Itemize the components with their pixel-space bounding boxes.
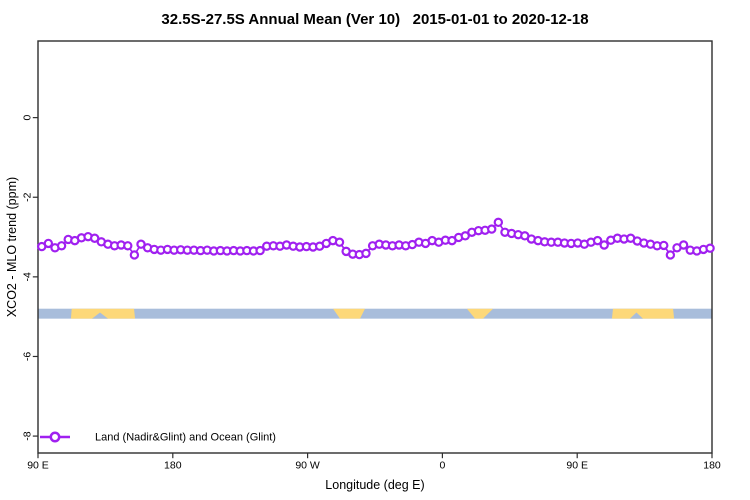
y-tick-label: -2 bbox=[22, 192, 34, 201]
data-point-marker bbox=[361, 248, 371, 259]
data-point-marker bbox=[123, 241, 133, 251]
data-series bbox=[37, 217, 715, 260]
x-tick-label: 180 bbox=[164, 460, 182, 472]
ocean-notch bbox=[92, 312, 108, 319]
data-point-marker bbox=[255, 245, 265, 256]
chart-title: 32.5S-27.5S Annual Mean (Ver 10) 2015-01… bbox=[161, 11, 589, 28]
y-tick-label: -8 bbox=[22, 431, 34, 440]
x-axis-label: Longitude (deg E) bbox=[325, 478, 424, 492]
legend-marker-icon bbox=[49, 431, 61, 443]
land-segment bbox=[70, 308, 136, 319]
data-point-marker bbox=[334, 237, 345, 247]
land-ocean-band bbox=[38, 308, 712, 319]
x-tick-label: 180 bbox=[703, 460, 721, 472]
data-point-marker bbox=[678, 240, 689, 250]
legend-label: Land (Nadir&Glint) and Ocean (Glint) bbox=[95, 432, 276, 444]
data-point-marker bbox=[705, 243, 715, 253]
x-tick-label: 0 bbox=[439, 460, 445, 472]
axes: 90 E 180 90 W 0 90 E 180 0 -2 -4 -6 -8 bbox=[22, 115, 721, 472]
land-segment bbox=[611, 308, 675, 319]
legend: Land (Nadir&Glint) and Ocean (Glint) bbox=[40, 432, 276, 444]
y-axis-label: XCO2 - MLO trend (ppm) bbox=[5, 177, 19, 317]
land-segment bbox=[466, 308, 494, 319]
data-point-marker bbox=[599, 240, 609, 250]
data-point-marker bbox=[56, 241, 67, 251]
y-tick-label: -6 bbox=[22, 352, 34, 361]
ocean-band bbox=[38, 308, 712, 319]
x-tick-label: 90 E bbox=[27, 460, 49, 472]
data-point-marker bbox=[659, 240, 669, 251]
data-point-marker bbox=[592, 235, 603, 246]
x-tick-label: 90 W bbox=[295, 460, 320, 472]
data-point-marker bbox=[43, 238, 54, 249]
y-tick-label: -4 bbox=[22, 272, 34, 281]
land-segment bbox=[333, 308, 365, 319]
data-point-marker bbox=[129, 250, 140, 260]
x-tick-label: 90 E bbox=[566, 460, 588, 472]
data-point-marker bbox=[487, 224, 497, 234]
y-tick-label: 0 bbox=[22, 115, 34, 121]
data-point-marker bbox=[493, 217, 504, 228]
ocean-notch bbox=[629, 312, 643, 319]
data-point-marker bbox=[665, 250, 676, 260]
